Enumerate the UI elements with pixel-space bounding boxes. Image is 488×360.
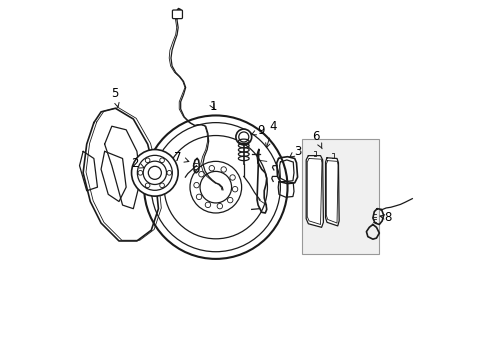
- Polygon shape: [305, 156, 323, 227]
- Text: 2: 2: [131, 157, 144, 170]
- FancyBboxPatch shape: [172, 10, 182, 19]
- Polygon shape: [325, 158, 339, 226]
- Circle shape: [144, 116, 287, 259]
- Text: 6: 6: [312, 130, 322, 149]
- Text: 3: 3: [289, 145, 301, 158]
- Text: 1: 1: [209, 100, 216, 113]
- Circle shape: [235, 129, 251, 145]
- Bar: [301, 139, 378, 253]
- Circle shape: [131, 149, 178, 196]
- Text: 5: 5: [111, 87, 119, 107]
- Text: 7: 7: [174, 151, 188, 164]
- Text: 4: 4: [265, 120, 276, 148]
- Text: 9: 9: [251, 124, 264, 137]
- Text: 8: 8: [379, 211, 391, 224]
